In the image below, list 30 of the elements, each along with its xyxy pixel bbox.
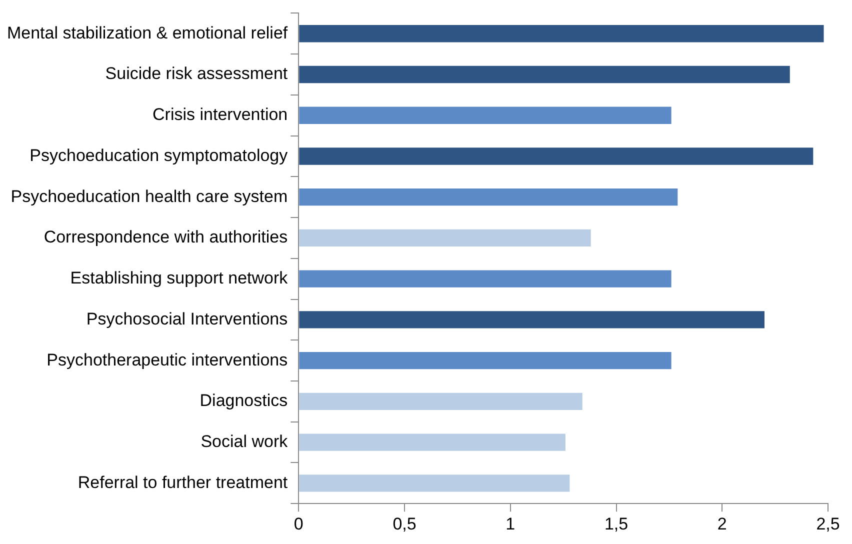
bar <box>299 106 672 124</box>
y-tick-label: Mental stabilization & emotional relief <box>6 23 288 42</box>
y-tick-label: Psychotherapeutic interventions <box>46 350 288 370</box>
x-tick-label: 1 <box>506 514 516 534</box>
bar <box>299 25 824 42</box>
y-tick-label: Diagnostics <box>200 391 288 410</box>
bar <box>299 352 672 370</box>
bar <box>299 434 566 451</box>
bar <box>299 229 591 247</box>
x-tick-label: 2,5 <box>816 514 840 534</box>
x-tick-label: 0 <box>294 514 304 534</box>
y-tick-label: Correspondence with authorities <box>44 228 288 247</box>
y-tick-label: Suicide risk assessment <box>105 64 288 84</box>
bar <box>299 188 678 206</box>
bar <box>299 270 672 288</box>
x-tick-label: 1,5 <box>604 514 628 534</box>
bar <box>299 311 764 328</box>
y-tick-label: Psychosocial Interventions <box>86 309 288 328</box>
x-tick-label: 2 <box>717 514 727 534</box>
y-tick-label: Social work <box>200 432 288 451</box>
x-tick-label: 0,5 <box>392 514 416 534</box>
y-tick-label: Establishing support network <box>70 268 288 288</box>
y-tick-label: Psychoeducation health care system <box>10 186 288 206</box>
bar <box>299 474 570 492</box>
y-tick-label: Referral to further treatment <box>78 472 288 492</box>
bar <box>299 148 814 165</box>
y-tick-label: Crisis intervention <box>152 105 288 124</box>
bar <box>299 392 582 410</box>
y-tick-label: Psychoeducation symptomatology <box>30 146 288 165</box>
bar <box>299 66 790 84</box>
